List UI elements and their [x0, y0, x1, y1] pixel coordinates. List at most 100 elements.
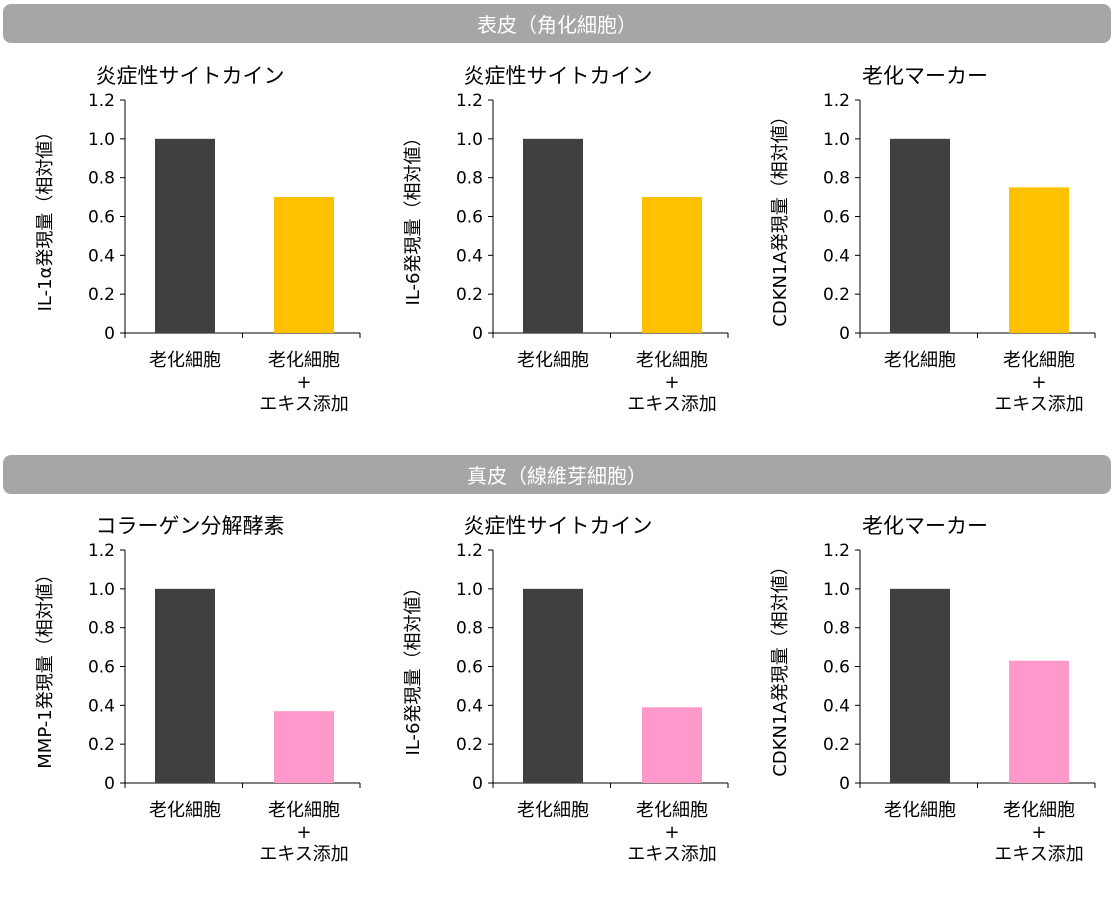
y-tick-label: 0.6: [823, 208, 850, 228]
x-category-label: 老化細胞: [517, 800, 589, 821]
x-category-label: 老化細胞: [268, 800, 340, 821]
bar-control: [890, 138, 950, 333]
y-tick-label: 1.0: [456, 130, 483, 150]
y-tick-label: 0: [839, 774, 850, 794]
y-tick-label: 0.6: [88, 658, 115, 678]
y-axis-label: CDKN1A発現量（相対値）: [770, 557, 791, 776]
chart-panel-dermis-cdkn1a: 老化マーカー CDKN1A発現量（相対値） 1.2 1.0 0.8 0.6 0.4 0.2 0 老…: [755, 502, 1114, 902]
y-axis-label: IL-6発現量（相対値）: [403, 579, 424, 756]
x-category-label: 老化細胞: [149, 350, 221, 371]
bar-chart: 炎症性サイトカイン IL-1α発現量（相対値） 1.2 1.0 0.8 0.6 0.4 0.2…: [35, 64, 361, 415]
y-tick-label: 0: [839, 324, 850, 344]
bar-control: [155, 588, 215, 783]
x-category-label: +: [664, 822, 679, 843]
y-tick-label: 0.8: [456, 169, 483, 189]
chart-panel-epidermis-il6: 炎症性サイトカイン IL-6発現量（相対値） 1.2 1.0 0.8 0.6 0.4 0.2 0…: [388, 52, 748, 452]
bar-chart: 炎症性サイトカイン IL-6発現量（相対値） 1.2 1.0 0.8 0.6 0.4 0.2 0…: [403, 514, 729, 865]
y-tick-label: 1.2: [88, 541, 115, 561]
y-tick-label: 0.4: [823, 246, 850, 266]
bar-treated: [274, 711, 334, 783]
y-axis-label: CDKN1A発現量（相対値）: [770, 107, 791, 326]
y-tick-label: 1.2: [823, 91, 850, 111]
chart-panel-dermis-il6: 炎症性サイトカイン IL-6発現量（相対値） 1.2 1.0 0.8 0.6 0.4 0.2 0…: [388, 502, 748, 902]
chart-title: 老化マーカー: [862, 514, 988, 538]
chart-panel-epidermis-il1a: 炎症性サイトカイン IL-1α発現量（相対値） 1.2 1.0 0.8 0.6 0.4 0.2…: [20, 52, 380, 452]
chart-title: コラーゲン分解酵素: [96, 514, 285, 538]
y-tick-label: 0.2: [88, 735, 115, 755]
bar-chart: 老化マーカー CDKN1A発現量（相対値） 1.2 1.0 0.8 0.6 0.4 0.2 0 老…: [770, 64, 1096, 415]
bar-chart: 老化マーカー CDKN1A発現量（相対値） 1.2 1.0 0.8 0.6 0.4 0.2 0 老…: [770, 514, 1096, 865]
y-tick-label: 0.2: [88, 285, 115, 305]
x-category-label: 老化細胞: [636, 350, 708, 371]
x-category-label: +: [296, 372, 311, 393]
chart-title: 炎症性サイトカイン: [96, 64, 285, 88]
y-tick-label: 0.4: [456, 246, 483, 266]
y-tick-label: 0.4: [88, 696, 115, 716]
x-category-label: 老化細胞: [636, 800, 708, 821]
x-category-label: 老化細胞: [884, 800, 956, 821]
section-header-dermis: 真皮（線維芽細胞）: [3, 455, 1111, 494]
y-axis-label: MMP-1発現量（相対値）: [35, 565, 56, 768]
bar-chart: 炎症性サイトカイン IL-6発現量（相対値） 1.2 1.0 0.8 0.6 0.4 0.2 0…: [403, 64, 729, 415]
y-tick-label: 0.8: [88, 619, 115, 639]
bar-treated: [642, 197, 702, 333]
x-category-label: +: [296, 822, 311, 843]
y-tick-label: 0.2: [823, 735, 850, 755]
y-tick-label: 0.6: [456, 658, 483, 678]
x-category-label: エキス添加: [627, 844, 716, 865]
y-tick-label: 0.6: [456, 208, 483, 228]
y-tick-label: 0.6: [88, 208, 115, 228]
y-tick-label: 1.2: [823, 541, 850, 561]
y-tick-label: 0.8: [823, 619, 850, 639]
y-tick-label: 0.2: [456, 285, 483, 305]
x-category-label: エキス添加: [627, 394, 716, 415]
y-tick-label: 1.0: [88, 130, 115, 150]
section-header-epidermis: 表皮（角化細胞）: [3, 4, 1111, 43]
x-category-label: +: [1031, 822, 1046, 843]
y-tick-label: 1.2: [88, 91, 115, 111]
chart-title: 炎症性サイトカイン: [464, 514, 653, 538]
y-tick-label: 0.4: [823, 696, 850, 716]
bar-treated: [274, 197, 334, 333]
chart-title: 炎症性サイトカイン: [464, 64, 653, 88]
y-tick-label: 1.0: [456, 580, 483, 600]
y-tick-label: 0.6: [823, 658, 850, 678]
bar-treated: [1009, 660, 1069, 783]
x-category-label: 老化細胞: [517, 350, 589, 371]
bar-control: [523, 588, 583, 783]
bar-treated: [642, 707, 702, 783]
y-tick-label: 0.4: [88, 246, 115, 266]
x-category-label: 老化細胞: [1003, 350, 1075, 371]
x-category-label: 老化細胞: [149, 800, 221, 821]
x-category-label: +: [664, 372, 679, 393]
bar-control: [155, 138, 215, 333]
y-tick-label: 1.0: [88, 580, 115, 600]
y-tick-label: 0.8: [456, 619, 483, 639]
y-tick-label: 0.8: [88, 169, 115, 189]
x-category-label: +: [1031, 372, 1046, 393]
chart-title: 老化マーカー: [862, 64, 988, 88]
y-tick-label: 0: [104, 774, 115, 794]
y-tick-label: 0.8: [823, 169, 850, 189]
section-header-label: 表皮（角化細胞）: [477, 13, 637, 37]
x-category-label: エキス添加: [994, 394, 1083, 415]
chart-panel-epidermis-cdkn1a: 老化マーカー CDKN1A発現量（相対値） 1.2 1.0 0.8 0.6 0.4 0.2 0 老…: [755, 52, 1114, 452]
chart-panel-dermis-mmp1: コラーゲン分解酵素 MMP-1発現量（相対値） 1.2 1.0 0.8 0.6 0.4 0.2…: [20, 502, 380, 902]
bar-control: [523, 138, 583, 333]
y-axis-label: IL-1α発現量（相対値）: [35, 123, 56, 312]
y-tick-label: 1.0: [823, 580, 850, 600]
x-category-label: 老化細胞: [1003, 800, 1075, 821]
y-tick-label: 0: [472, 774, 483, 794]
y-tick-label: 0: [104, 324, 115, 344]
x-category-label: 老化細胞: [268, 350, 340, 371]
x-category-label: エキス添加: [259, 394, 348, 415]
x-category-label: 老化細胞: [884, 350, 956, 371]
y-tick-label: 1.2: [456, 541, 483, 561]
y-tick-label: 0: [472, 324, 483, 344]
y-tick-label: 1.2: [456, 91, 483, 111]
y-tick-label: 0.2: [456, 735, 483, 755]
y-tick-label: 0.4: [456, 696, 483, 716]
y-tick-label: 0.2: [823, 285, 850, 305]
x-category-label: エキス添加: [994, 844, 1083, 865]
x-category-label: エキス添加: [259, 844, 348, 865]
